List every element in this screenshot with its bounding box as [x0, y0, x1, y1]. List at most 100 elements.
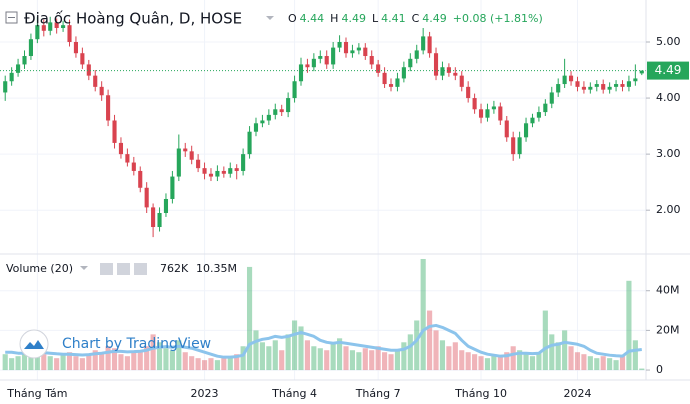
candle-body	[170, 176, 175, 199]
candle-body	[241, 154, 246, 171]
volume-bar	[497, 356, 503, 371]
volume-bar	[549, 334, 555, 371]
candle-body	[273, 109, 278, 115]
candle-body	[401, 67, 406, 79]
volume-bar	[105, 346, 111, 371]
candle-body	[106, 95, 111, 121]
candle-body	[176, 148, 181, 177]
candle-body	[408, 58, 413, 68]
volume-bar	[555, 342, 561, 371]
ohlc-value: 4.49	[422, 12, 447, 25]
volume-bar	[118, 354, 124, 371]
candle-body	[67, 25, 72, 43]
volume-bar	[234, 354, 240, 371]
candle-body	[260, 120, 265, 124]
candle-body	[93, 75, 98, 87]
candle-body	[607, 86, 612, 90]
candle-body	[279, 109, 284, 113]
close-icon[interactable]	[134, 263, 147, 275]
volume-bar	[401, 342, 407, 371]
candle-body	[80, 53, 85, 65]
volume-bar	[581, 354, 587, 371]
volume-bar	[337, 338, 343, 371]
volume-bar	[92, 350, 98, 371]
volume-bar	[285, 334, 291, 371]
volume-bar	[73, 356, 79, 371]
candle-body	[298, 64, 304, 82]
x-tick-label: Tháng 10	[454, 387, 507, 400]
candle-body	[138, 170, 143, 188]
y-tick-label: 2.00	[656, 203, 681, 216]
collapse-icon[interactable]	[5, 11, 18, 24]
volume-bar	[639, 368, 645, 371]
volume-bar	[529, 356, 536, 371]
volume-bar	[189, 356, 195, 371]
chart-title: Địa ốc Hoàng Quân, D, HOSE	[24, 10, 242, 28]
candle-body	[421, 36, 426, 51]
candle-body	[588, 86, 593, 90]
candle-body	[568, 75, 574, 82]
candle-body	[639, 70, 644, 74]
volume-bar	[195, 358, 201, 371]
candle-body	[215, 170, 220, 177]
ohlc-value: 4.41	[381, 12, 406, 25]
candle-body	[131, 162, 136, 171]
volume-bar	[156, 342, 163, 371]
volume-bar	[272, 340, 278, 371]
volume-bar	[291, 320, 298, 371]
volume-bar	[150, 334, 156, 371]
candle-body	[427, 36, 432, 54]
volume-bar	[201, 360, 208, 371]
volume-bar	[472, 354, 478, 371]
candle-body	[305, 64, 310, 68]
volume-bar	[259, 342, 265, 371]
volume-legend: Volume (20)	[6, 262, 73, 275]
candle-body	[543, 103, 548, 113]
candle-body	[594, 84, 599, 87]
volume-bar	[523, 354, 529, 371]
candle-body	[54, 22, 59, 28]
volume-bar	[111, 348, 118, 371]
candle-body	[491, 106, 496, 110]
candle-body	[523, 123, 529, 138]
settings-icon[interactable]	[117, 263, 130, 275]
ohlc-value: 4.49	[341, 12, 366, 25]
volume-bar	[568, 346, 574, 371]
last-price-label: 4.49	[655, 63, 682, 77]
volume-bar	[240, 346, 246, 371]
candle-body	[575, 81, 580, 87]
volume-bar	[311, 346, 317, 371]
volume-bar	[21, 352, 28, 371]
candle-body	[318, 56, 323, 59]
watermark: Chart by TradingView	[62, 336, 211, 352]
volume-bar	[632, 340, 638, 371]
x-tick-label: 2024	[563, 387, 591, 400]
settings-icon[interactable]	[100, 263, 113, 275]
volume-bar	[54, 358, 60, 371]
dropdown-arrow[interactable]	[266, 16, 274, 20]
volume-bar	[504, 352, 510, 371]
volume-bar	[253, 330, 259, 371]
volume-bar	[388, 354, 394, 371]
candle-body	[28, 39, 33, 57]
candle-body	[48, 22, 53, 31]
volume-bar	[600, 356, 606, 371]
candle-body	[350, 50, 355, 54]
candle-body	[311, 58, 316, 68]
volume-bar	[99, 352, 105, 371]
y-tick-label: 5.00	[656, 35, 681, 48]
candle-body	[253, 123, 259, 132]
candle-body	[433, 53, 439, 76]
dropdown-arrow[interactable]	[80, 266, 88, 270]
candle-body	[446, 67, 451, 73]
candle-body	[86, 64, 91, 76]
candle-body	[16, 64, 21, 73]
candle-body	[414, 50, 419, 59]
candle-body	[530, 117, 535, 124]
candle-body	[626, 81, 631, 87]
ohlc-legend: O 4.44 H 4.49 L 4.41 C 4.49 +0.08 (+1.81%)	[288, 12, 543, 25]
volume-bar	[414, 320, 420, 371]
